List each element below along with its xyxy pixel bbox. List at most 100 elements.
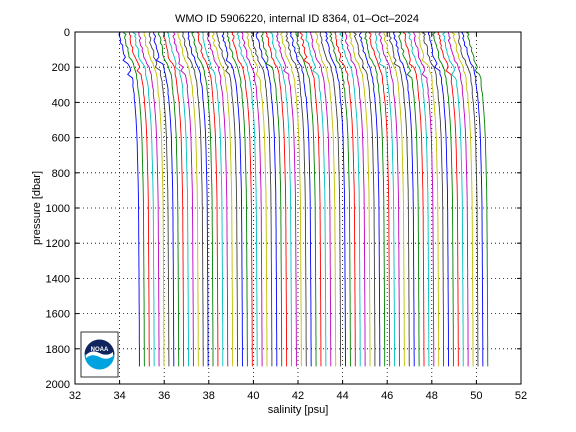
- plot-area: [74, 31, 522, 385]
- profile-line: [128, 31, 150, 367]
- profile-line: [221, 31, 243, 367]
- profile-line: [402, 31, 425, 367]
- profile-line: [201, 31, 224, 367]
- profile-line: [413, 31, 435, 367]
- profile-line: [334, 31, 356, 367]
- profile-line: [432, 31, 454, 367]
- y-tick-label: 1600: [46, 309, 70, 321]
- profile-line: [299, 31, 322, 367]
- profile-line: [447, 31, 469, 367]
- x-tick-label: 52: [515, 390, 527, 402]
- profile-line: [359, 32, 381, 367]
- profile-line: [368, 31, 391, 367]
- profile-line: [378, 31, 400, 367]
- profile-line: [315, 32, 337, 367]
- x-tick-label: 48: [426, 390, 438, 402]
- profile-line: [398, 31, 420, 367]
- profile-line: [162, 31, 185, 367]
- profile-line: [407, 31, 430, 367]
- profile-line: [240, 31, 263, 367]
- profile-line: [441, 31, 464, 367]
- profile-line: [289, 31, 312, 367]
- x-tick-label: 40: [247, 390, 259, 402]
- profile-line: [216, 31, 239, 367]
- profile-line: [304, 31, 327, 367]
- profile-line: [353, 31, 376, 367]
- grid-lines: [75, 32, 521, 384]
- y-tick-label: 600: [52, 133, 70, 145]
- profile-line: [230, 31, 253, 367]
- x-tick-label: 36: [158, 390, 170, 402]
- y-tick-label: 1800: [46, 344, 70, 356]
- x-tick-label: 50: [470, 390, 482, 402]
- profile-line: [246, 31, 268, 367]
- profile-line: [421, 31, 445, 367]
- profile-line: [457, 31, 479, 367]
- profile-line: [392, 31, 415, 367]
- y-tick-label: 0: [64, 27, 70, 39]
- profile-line: [374, 32, 396, 367]
- profile-line: [226, 31, 248, 367]
- x-axis-ticks: 32 34 36 38 40 42 44 46 48 50 52: [69, 32, 527, 402]
- y-axis-label: pressure [dbar]: [31, 171, 43, 245]
- profile-line: [348, 31, 371, 367]
- noaa-logo-text: NOAA: [91, 347, 109, 353]
- profile-line: [451, 31, 474, 367]
- y-tick-label: 800: [52, 168, 70, 180]
- profile-line: [187, 31, 209, 367]
- x-tick-label: 38: [203, 390, 215, 402]
- profile-line: [255, 31, 278, 367]
- profile-line: [152, 31, 175, 367]
- profile-line: [329, 31, 351, 367]
- profile-line: [270, 31, 292, 367]
- profile-line: [207, 31, 229, 367]
- x-tick-label: 34: [113, 390, 125, 402]
- profile-line: [364, 31, 386, 367]
- profile-line: [123, 31, 145, 367]
- profile-line: [250, 31, 273, 367]
- profile-line: [118, 31, 140, 367]
- profile-line: [177, 31, 199, 367]
- profile-line: [275, 31, 297, 367]
- x-axis-label: salinity [psu]: [268, 404, 329, 416]
- y-tick-label: 400: [52, 97, 70, 109]
- profile-line: [265, 31, 288, 367]
- profile-line: [437, 31, 459, 367]
- profile-line: [344, 31, 366, 367]
- profile-line: [383, 31, 405, 367]
- profile-line: [285, 31, 307, 367]
- profile-line: [197, 31, 219, 367]
- y-axis-ticks: 0 200 400 600 800 1000 1200 1400 1600 1800 2000: [46, 27, 521, 391]
- chart-title: WMO ID 5906220, internal ID 8364, 01–Oct…: [175, 13, 419, 25]
- x-tick-label: 42: [292, 390, 304, 402]
- y-tick-label: 1200: [46, 238, 70, 250]
- profile-line: [339, 31, 361, 367]
- profile-line: [279, 31, 302, 367]
- profile-line: [418, 31, 440, 367]
- x-tick-label: 44: [336, 390, 348, 402]
- profile-line: [309, 31, 332, 367]
- profile-line: [137, 31, 160, 367]
- profile-line: [143, 31, 165, 367]
- profile-line: [295, 31, 317, 367]
- profile-line: [157, 31, 180, 367]
- profile-line: [461, 31, 484, 367]
- profile-line: [132, 31, 155, 367]
- profile-line: [148, 31, 170, 367]
- profile-line: [211, 31, 234, 367]
- y-tick-label: 2000: [46, 379, 70, 391]
- profile-line: [427, 31, 449, 367]
- profile-line: [172, 31, 194, 367]
- profile-lines: [118, 31, 489, 367]
- y-tick-label: 200: [52, 62, 70, 74]
- profile-line: [319, 31, 342, 367]
- y-tick-label: 1000: [46, 203, 70, 215]
- noaa-logo: NOAA: [80, 331, 119, 378]
- y-tick-label: 1400: [46, 273, 70, 285]
- profile-line: [181, 31, 204, 367]
- profile-line: [324, 31, 346, 367]
- profile-line: [191, 31, 214, 367]
- profile-line: [166, 31, 189, 367]
- x-tick-label: 46: [381, 390, 393, 402]
